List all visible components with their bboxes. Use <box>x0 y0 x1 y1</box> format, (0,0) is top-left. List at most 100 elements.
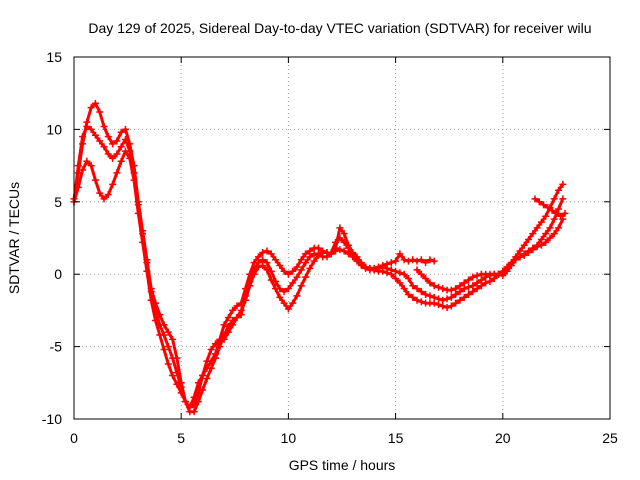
data-point <box>535 198 543 206</box>
data-point <box>259 248 267 256</box>
data-point <box>443 304 451 312</box>
data-point <box>126 154 134 162</box>
data-point <box>533 243 541 251</box>
data-point <box>542 230 550 238</box>
data-point <box>74 183 82 191</box>
data-point <box>79 166 87 174</box>
series-group <box>70 99 569 416</box>
data-point <box>426 256 434 264</box>
data-point <box>233 302 241 310</box>
data-point <box>190 401 198 409</box>
data-point <box>525 235 533 243</box>
data-point <box>452 299 460 307</box>
data-point <box>540 201 548 209</box>
data-point <box>267 276 275 284</box>
data-point <box>340 230 348 238</box>
data-point <box>109 180 117 188</box>
series-track-4 <box>413 180 567 294</box>
data-point <box>473 272 481 280</box>
data-point <box>104 150 112 158</box>
data-point <box>164 328 172 336</box>
data-point <box>199 372 207 380</box>
data-point <box>276 262 284 270</box>
data-point <box>529 230 537 238</box>
data-point <box>121 125 129 133</box>
data-point <box>220 321 228 329</box>
x-tick-labels: 0 5 10 15 20 25 <box>70 430 618 446</box>
data-point <box>477 282 485 290</box>
data-point <box>156 331 164 339</box>
data-point <box>74 162 82 170</box>
data-point <box>233 314 241 322</box>
data-point <box>186 403 194 411</box>
data-point <box>413 296 421 304</box>
data-point <box>400 285 408 293</box>
data-point <box>548 206 556 214</box>
data-point <box>173 380 181 388</box>
data-point <box>293 263 301 271</box>
data-point <box>160 345 168 353</box>
data-point <box>387 270 395 278</box>
y-tick-label: 10 <box>46 121 62 137</box>
data-point <box>447 302 455 310</box>
data-point <box>284 305 292 313</box>
data-point <box>302 250 310 258</box>
data-point <box>306 253 314 261</box>
data-point <box>169 335 177 343</box>
data-point <box>87 125 95 133</box>
data-point <box>194 389 202 397</box>
data-point <box>164 360 172 368</box>
data-point <box>417 256 425 264</box>
data-point <box>392 275 400 283</box>
data-point <box>336 224 344 232</box>
y-tick-label: 0 <box>54 266 62 282</box>
data-point <box>469 273 477 281</box>
data-point <box>409 282 417 290</box>
data-point <box>177 389 185 397</box>
series-track-1 <box>70 99 438 411</box>
x-tick-label: 20 <box>495 430 511 446</box>
data-point <box>362 263 370 271</box>
data-point <box>100 123 108 131</box>
data-point <box>280 267 288 275</box>
data-point <box>512 253 520 261</box>
data-point <box>550 215 558 223</box>
data-point <box>464 290 472 298</box>
x-tick-label: 0 <box>70 430 78 446</box>
data-point <box>207 364 215 372</box>
plot-frame <box>73 56 611 420</box>
data-point <box>293 292 301 300</box>
data-point <box>267 250 275 258</box>
data-point <box>327 250 335 258</box>
data-point <box>430 257 438 265</box>
data-point <box>533 224 541 232</box>
data-point <box>259 262 267 270</box>
data-point <box>417 270 425 278</box>
data-point <box>413 266 421 274</box>
data-point <box>216 337 224 345</box>
data-point <box>430 282 438 290</box>
data-point <box>117 157 125 165</box>
data-point <box>280 299 288 307</box>
series-track-5 <box>531 195 569 220</box>
data-point <box>336 234 344 242</box>
data-point <box>87 104 95 112</box>
data-point <box>79 133 87 141</box>
data-point <box>323 248 331 256</box>
chart-title: Day 129 of 2025, Sidereal Day-to-day VTE… <box>88 20 591 36</box>
data-point <box>452 285 460 293</box>
data-point <box>555 186 563 194</box>
data-point <box>276 293 284 301</box>
series-track-3 <box>70 147 567 411</box>
data-point <box>314 251 322 259</box>
data-point <box>100 143 108 151</box>
data-point <box>349 253 357 261</box>
data-point <box>113 150 121 158</box>
data-point <box>426 279 434 287</box>
data-point <box>557 212 565 220</box>
data-point <box>550 230 558 238</box>
tick-marks <box>73 56 611 420</box>
data-point <box>447 286 455 294</box>
data-point <box>113 169 121 177</box>
